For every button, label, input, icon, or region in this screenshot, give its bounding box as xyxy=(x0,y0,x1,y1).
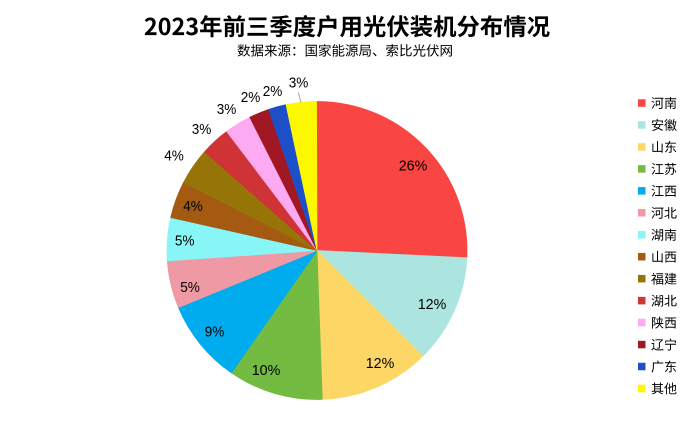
svg-text:9%: 9% xyxy=(205,324,225,341)
svg-text:5%: 5% xyxy=(175,233,195,250)
svg-text:12%: 12% xyxy=(418,296,447,313)
svg-text:5%: 5% xyxy=(180,279,200,296)
svg-text:3%: 3% xyxy=(192,121,212,138)
svg-text:26%: 26% xyxy=(399,158,428,175)
svg-text:4%: 4% xyxy=(164,148,184,165)
svg-text:2%: 2% xyxy=(241,89,261,106)
svg-text:12%: 12% xyxy=(366,355,395,372)
svg-text:10%: 10% xyxy=(252,362,281,379)
svg-text:3%: 3% xyxy=(289,75,309,92)
svg-text:3%: 3% xyxy=(217,101,237,118)
svg-text:4%: 4% xyxy=(183,198,203,215)
svg-text:2%: 2% xyxy=(263,83,283,100)
